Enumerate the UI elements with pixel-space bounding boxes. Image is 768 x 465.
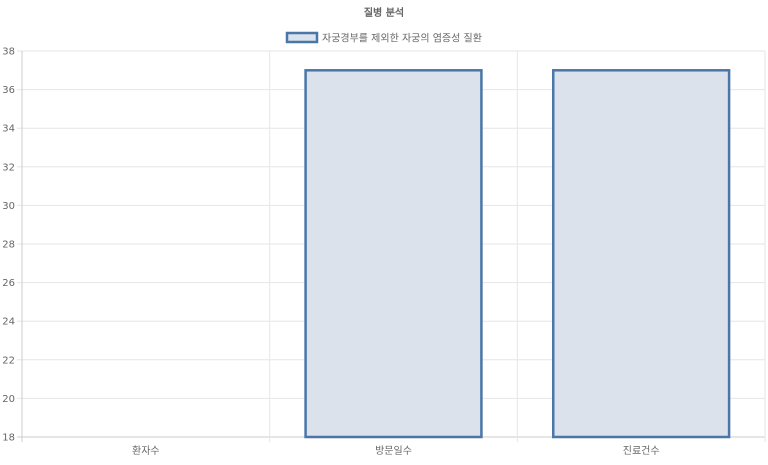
y-tick-label: 18 [2,433,15,444]
x-tick-label: 진료건수 [623,445,660,457]
y-tick-label: 30 [2,201,15,212]
legend[interactable]: 자궁경부를 제외한 자궁의 염증성 질환 [285,31,482,45]
bar [551,69,731,439]
y-tick-label: 32 [2,162,15,173]
x-tick-label: 방문일수 [375,445,412,457]
y-tick-label: 26 [2,278,15,289]
y-tick-label: 22 [2,355,15,366]
bar [304,69,483,439]
x-tick-label: 환자수 [132,445,160,457]
y-tick-label: 28 [2,240,15,251]
legend-swatch [285,31,319,44]
y-tick-label: 36 [2,85,15,96]
y-tick-label: 24 [2,317,15,328]
legend-label: 자궁경부를 제외한 자궁의 염증성 질환 [322,32,482,45]
chart-title: 질병 분석 [364,6,404,19]
y-tick-label: 20 [2,394,15,405]
y-tick-label: 38 [2,47,15,58]
y-tick-label: 34 [2,124,15,135]
